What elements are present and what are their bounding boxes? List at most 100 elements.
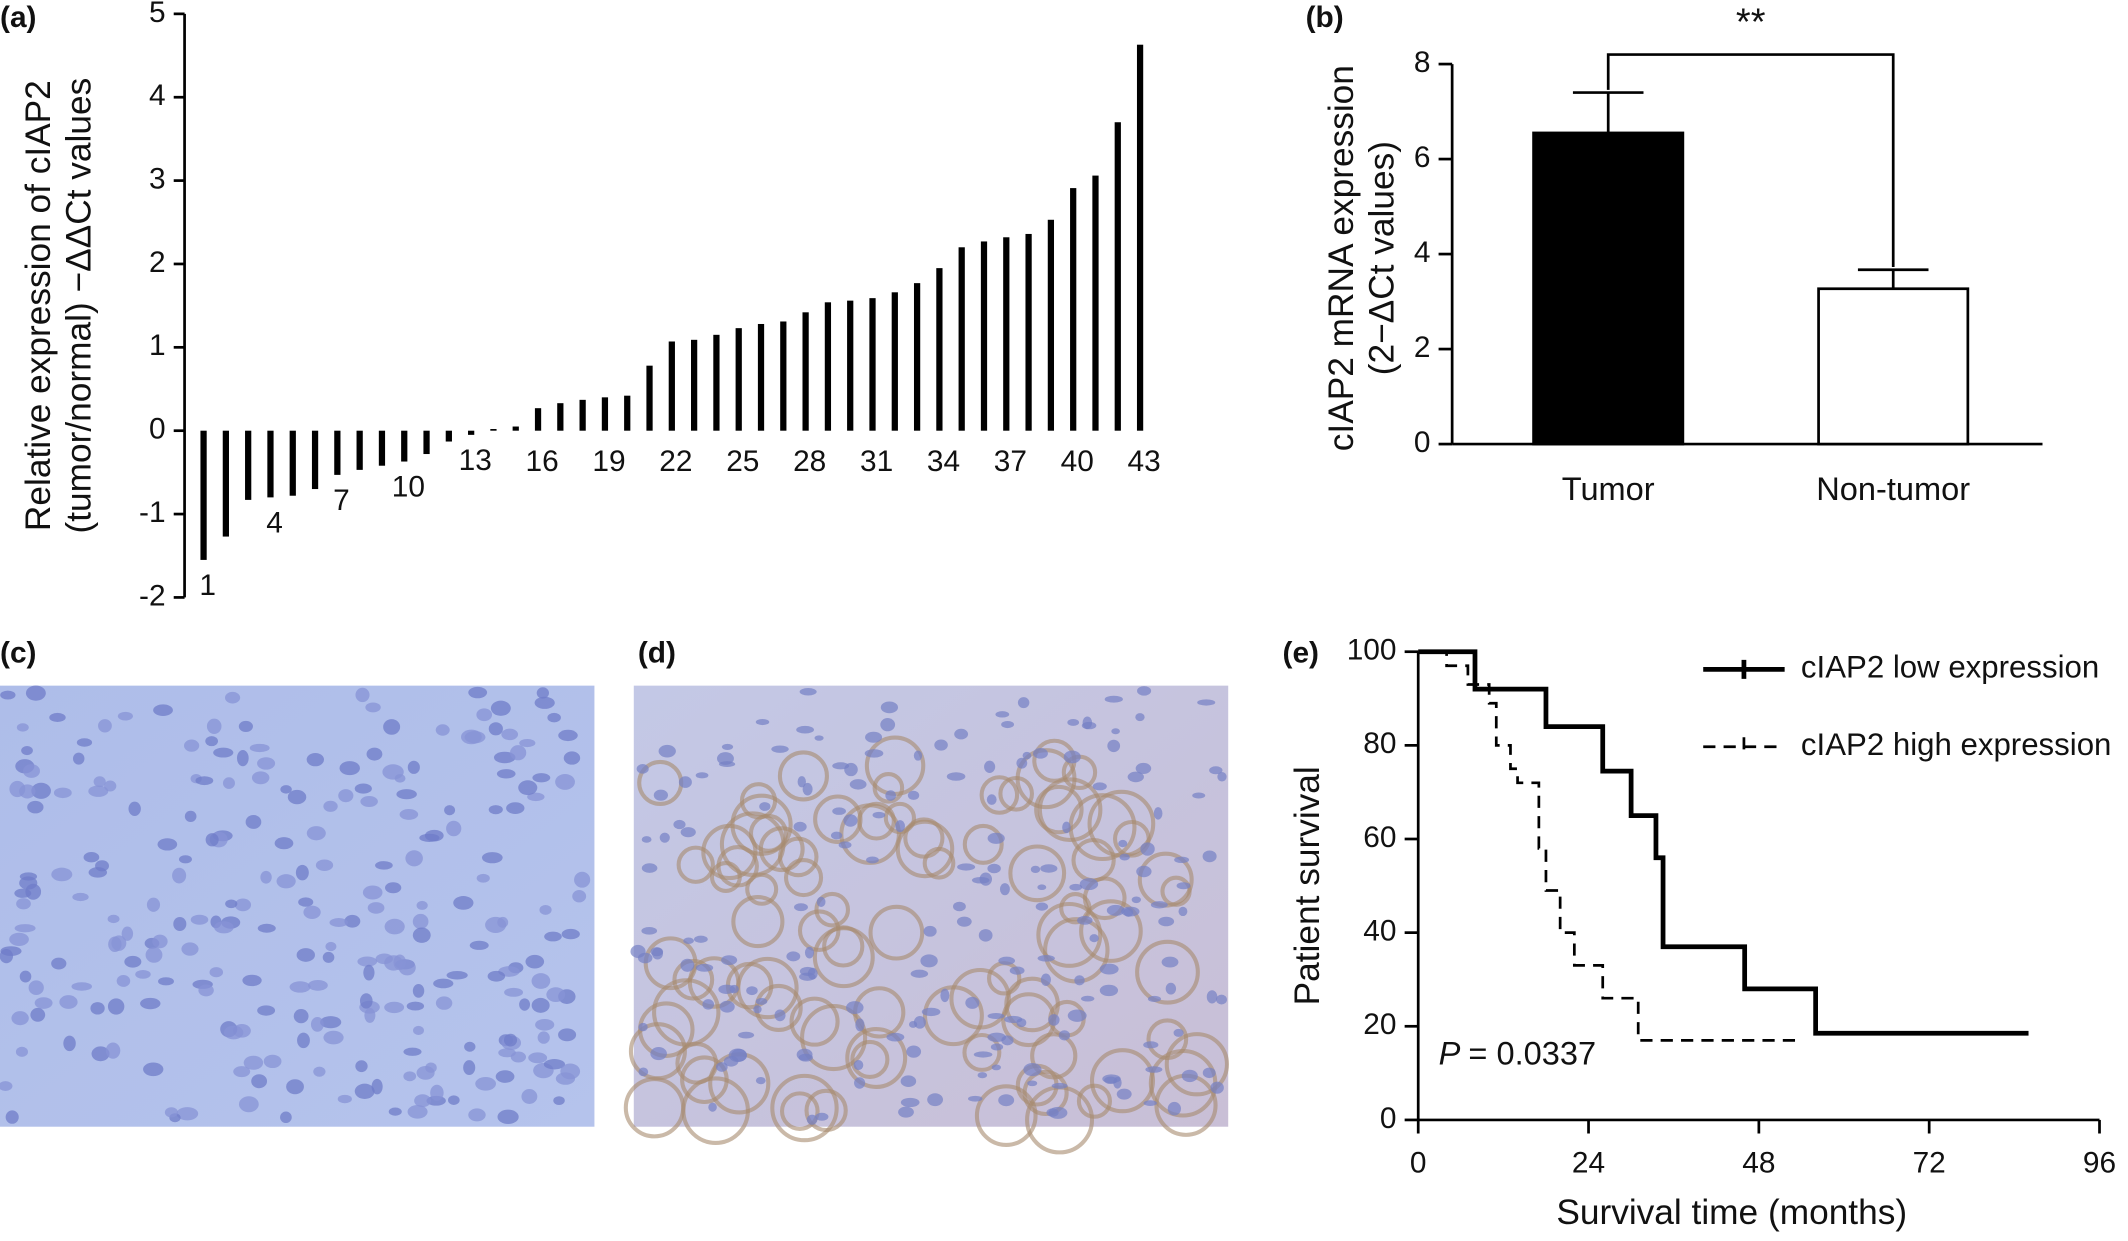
nucleus <box>88 785 109 797</box>
nucleus <box>539 904 552 915</box>
nucleus <box>1022 751 1032 760</box>
stain <box>731 895 785 949</box>
nucleus <box>143 1062 164 1077</box>
nucleus <box>673 819 686 830</box>
nucleus <box>0 690 16 700</box>
nucleus <box>396 789 417 800</box>
bar <box>891 292 898 431</box>
panel-label: (b) <box>1306 1 1344 34</box>
nucleus <box>344 914 361 928</box>
nucleus <box>184 739 200 752</box>
nucleus <box>815 1112 829 1121</box>
y-tick-label: 0 <box>149 413 166 446</box>
nucleus <box>359 993 373 1009</box>
nucleus <box>525 954 545 969</box>
nucleus <box>476 873 490 883</box>
nucleus <box>206 718 222 734</box>
nucleus <box>973 1051 993 1058</box>
nucleus <box>759 802 771 811</box>
bar <box>1114 122 1121 431</box>
nucleus <box>105 1042 121 1059</box>
stain <box>1089 1048 1156 1114</box>
nucleus <box>16 723 29 732</box>
nucleus <box>1150 901 1168 909</box>
bar <box>1003 237 1010 431</box>
nucleus <box>1051 1082 1068 1089</box>
nucleus <box>814 735 824 741</box>
nucleus <box>384 1001 405 1014</box>
nucleus <box>717 752 734 765</box>
bar <box>601 397 609 431</box>
nucleus <box>553 1096 565 1105</box>
nucleus <box>51 957 67 970</box>
nucleus <box>0 1081 13 1091</box>
nucleus <box>444 805 456 816</box>
y-tick-label: 3 <box>149 162 166 195</box>
nucleus <box>683 937 694 944</box>
nucleus <box>107 914 120 924</box>
nucleus <box>223 1025 244 1040</box>
nucleus <box>1140 842 1155 856</box>
stain <box>1034 784 1084 835</box>
nucleus <box>135 970 151 979</box>
nucleus <box>536 687 549 699</box>
nucleus <box>638 1067 649 1077</box>
annotation-text: = 0.0337 <box>1468 1036 1596 1072</box>
nucleus <box>1004 1015 1023 1024</box>
nucleus <box>303 905 321 919</box>
nucleus <box>25 685 46 701</box>
nucleus <box>21 746 33 756</box>
x-tick-label: 13 <box>459 444 492 477</box>
nucleus <box>838 841 852 849</box>
nucleus <box>1173 1028 1184 1037</box>
nucleus <box>63 1035 76 1052</box>
nucleus <box>1143 1100 1157 1106</box>
nucleus <box>19 970 32 983</box>
nucleus <box>325 941 337 952</box>
nucleus <box>375 861 393 870</box>
nucleus <box>362 885 383 900</box>
bar <box>802 312 809 431</box>
nucleus <box>416 1066 435 1080</box>
panel-label: (a) <box>0 1 36 34</box>
nucleus <box>306 752 324 767</box>
nucleus <box>181 942 199 956</box>
nucleus <box>496 769 516 779</box>
nucleus <box>802 782 813 796</box>
nucleus <box>1127 771 1144 783</box>
stain <box>814 891 851 928</box>
x-tick-label: Non-tumor <box>1816 471 1970 507</box>
nucleus <box>927 1093 944 1107</box>
bar <box>869 298 876 431</box>
nucleus <box>116 975 131 987</box>
nucleus <box>987 832 1005 844</box>
bar <box>847 300 854 431</box>
bar <box>735 328 742 431</box>
nucleus <box>793 821 807 832</box>
nucleus <box>34 997 53 1009</box>
nucleus <box>659 832 670 843</box>
cell-texture <box>0 685 1229 1155</box>
nucleus <box>53 787 72 799</box>
stain <box>652 978 721 1047</box>
bar <box>222 430 229 537</box>
nucleus <box>708 1102 717 1112</box>
x-tick-label: 10 <box>392 471 425 504</box>
nucleus <box>990 1043 1004 1051</box>
nucleus <box>1118 839 1128 848</box>
nucleus <box>1102 1074 1121 1084</box>
nucleus <box>293 1008 309 1024</box>
stain <box>813 794 863 844</box>
nucleus <box>886 1032 905 1042</box>
nucleus <box>107 998 125 1015</box>
nucleus <box>946 772 966 781</box>
nucleus <box>238 720 253 732</box>
nucleus <box>555 1072 576 1085</box>
nucleus <box>1181 1069 1198 1083</box>
nucleus <box>383 719 401 735</box>
legend-label: cIAP2 low expression <box>1801 650 2099 685</box>
nucleus <box>298 897 314 907</box>
nucleus <box>956 916 972 927</box>
y-tick-label: 4 <box>1414 236 1431 269</box>
